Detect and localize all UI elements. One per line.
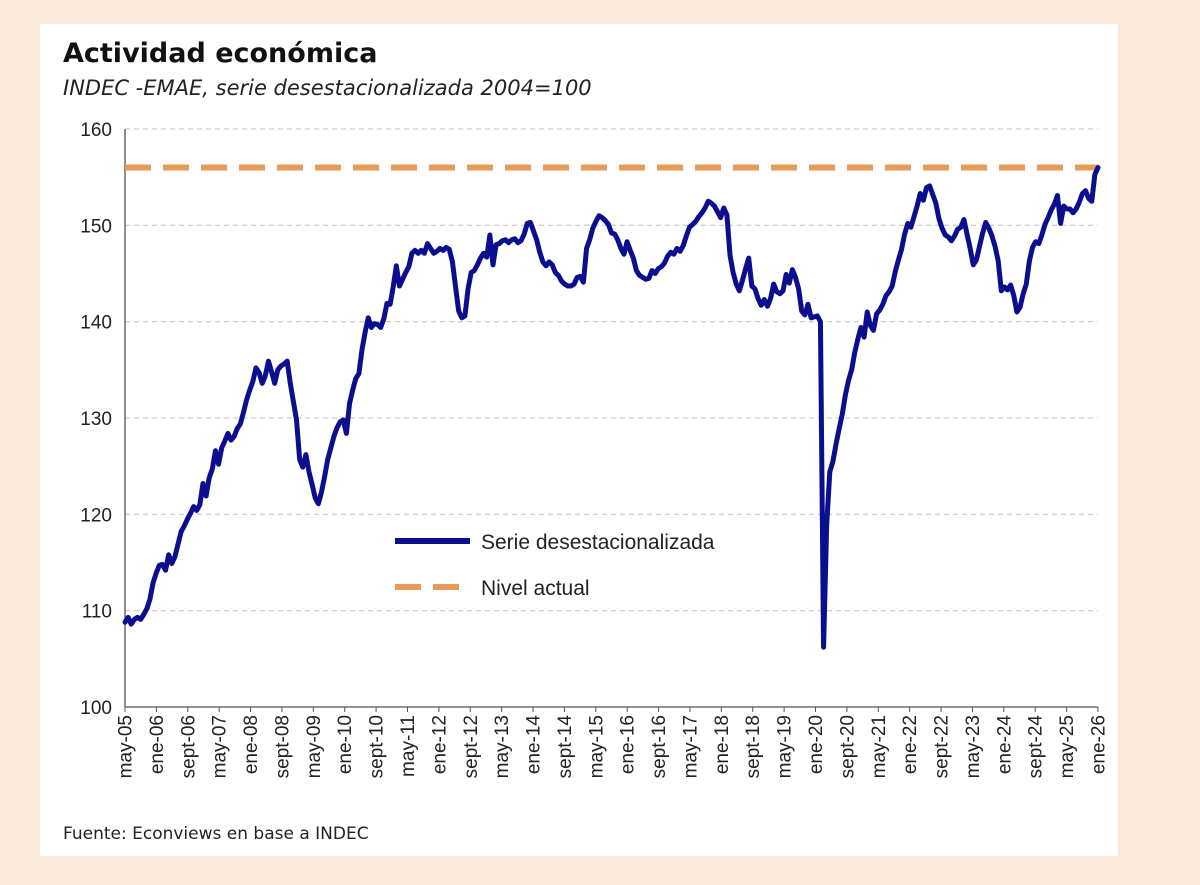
legend-label-nivel: Nivel actual <box>481 577 590 600</box>
x-tick-label: may-07 <box>210 715 231 778</box>
x-tick-label: may-23 <box>963 715 984 778</box>
y-tick-label: 140 <box>80 313 112 334</box>
x-tick-label: sept-14 <box>555 715 576 779</box>
chart-title: Actividad económica <box>63 38 378 69</box>
chart-source: Fuente: Econviews en base a INDEC <box>63 824 369 844</box>
y-tick-label: 100 <box>80 698 112 719</box>
legend: Serie desestacionalizada Nivel actual <box>395 531 715 600</box>
x-tick-label: ene-20 <box>806 715 827 774</box>
x-tick-label: sept-22 <box>932 715 953 778</box>
x-tick-label: sept-16 <box>649 715 670 778</box>
x-tick-label: ene-06 <box>147 715 168 774</box>
x-tick-label: ene-14 <box>524 715 545 775</box>
x-tick-label: may-11 <box>398 715 419 777</box>
x-tick-label: may-21 <box>869 715 890 778</box>
x-tick-label: sept-12 <box>461 715 482 778</box>
x-tick-label: ene-18 <box>712 715 733 774</box>
x-tick-label: may-17 <box>680 715 701 778</box>
x-tick-label: ene-16 <box>618 715 639 774</box>
y-tick-label: 120 <box>80 505 112 526</box>
x-tick-label: may-25 <box>1057 715 1078 778</box>
line-chart: 100 110 120 130 140 150 160 may-05 ene-06 sept-0… <box>80 120 1110 779</box>
x-tick-label: ene-22 <box>900 715 921 774</box>
y-axis: 100 110 120 130 140 150 160 <box>80 120 126 719</box>
x-tick-label: sept-18 <box>743 715 764 778</box>
legend-label-serie: Serie desestacionalizada <box>481 531 715 554</box>
series-layer <box>122 164 1101 650</box>
x-tick-label: sept-08 <box>272 715 293 778</box>
x-tick-label: ene-10 <box>335 715 356 774</box>
x-tick-label: ene-08 <box>241 715 262 774</box>
x-tick-label: may-09 <box>304 715 325 778</box>
series-desestacionalizada-line <box>122 165 1101 650</box>
y-tick-label: 150 <box>80 216 112 237</box>
x-tick-label: ene-26 <box>1089 715 1110 774</box>
y-tick-label: 160 <box>80 120 112 141</box>
x-tick-label: sept-20 <box>837 715 858 778</box>
x-tick-label: sept-06 <box>178 715 199 778</box>
gridlines <box>125 128 1098 612</box>
x-tick-label: may-19 <box>775 715 796 778</box>
x-tick-label: ene-12 <box>429 715 450 774</box>
x-axis: may-05 ene-06 sept-06 may-07 ene-08 sept-08 ma… <box>116 706 1110 779</box>
x-tick-label: ene-24 <box>994 715 1015 775</box>
chart-subtitle: INDEC -EMAE, serie desestacionalizada 20… <box>63 76 592 100</box>
x-tick-label: sept-24 <box>1026 715 1047 779</box>
y-tick-label: 130 <box>80 409 112 430</box>
x-tick-label: may-15 <box>586 715 607 778</box>
chart-panel: Actividad económica INDEC -EMAE, serie d… <box>40 24 1118 856</box>
x-tick-label: sept-10 <box>367 715 388 778</box>
x-tick-label: may-13 <box>492 715 513 778</box>
x-tick-label: may-05 <box>116 715 137 778</box>
y-tick-label: 110 <box>82 602 112 623</box>
